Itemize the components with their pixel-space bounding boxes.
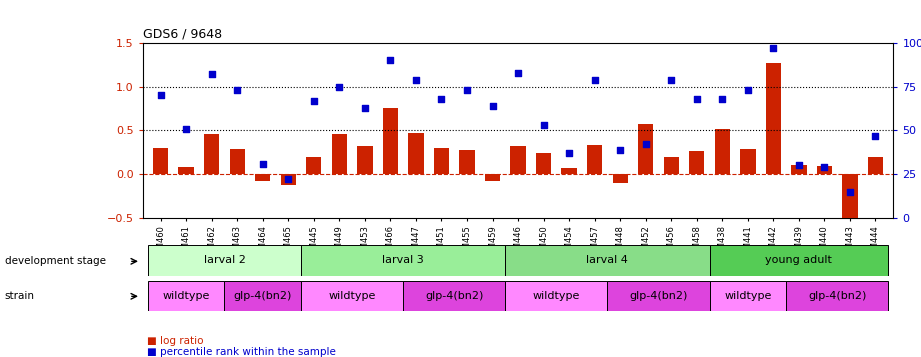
- Bar: [484, 174, 500, 181]
- Bar: [817, 166, 832, 174]
- Point: [766, 45, 781, 51]
- Text: glp-4(bn2): glp-4(bn2): [808, 291, 867, 301]
- Point: [332, 84, 346, 89]
- Bar: [301, 245, 506, 276]
- Text: glp-4(bn2): glp-4(bn2): [629, 291, 688, 301]
- Text: GDS6 / 9648: GDS6 / 9648: [143, 27, 222, 40]
- Bar: [638, 124, 653, 174]
- Point: [383, 57, 398, 63]
- Text: young adult: young adult: [765, 255, 833, 266]
- Bar: [332, 134, 347, 174]
- Point: [230, 87, 245, 93]
- Bar: [689, 151, 705, 174]
- Point: [843, 188, 857, 194]
- Text: wildtype: wildtype: [162, 291, 210, 301]
- Bar: [204, 134, 219, 174]
- Bar: [791, 165, 807, 174]
- Bar: [536, 153, 552, 174]
- Bar: [383, 109, 398, 174]
- Point: [690, 96, 705, 102]
- Point: [204, 71, 219, 77]
- Bar: [506, 281, 608, 311]
- Bar: [460, 150, 474, 174]
- Point: [664, 77, 679, 82]
- Bar: [562, 168, 577, 174]
- Bar: [301, 281, 403, 311]
- Bar: [153, 148, 169, 174]
- Bar: [434, 148, 449, 174]
- Bar: [843, 174, 857, 224]
- Point: [588, 77, 602, 82]
- Bar: [281, 174, 296, 185]
- Text: development stage: development stage: [5, 256, 106, 266]
- Bar: [148, 281, 225, 311]
- Point: [179, 126, 193, 131]
- Text: strain: strain: [5, 291, 35, 301]
- Text: wildtype: wildtype: [329, 291, 376, 301]
- Point: [511, 70, 526, 75]
- Bar: [408, 133, 424, 174]
- Point: [409, 77, 424, 82]
- Bar: [179, 167, 193, 174]
- Text: larval 2: larval 2: [204, 255, 245, 266]
- Point: [638, 141, 653, 147]
- Text: glp-4(bn2): glp-4(bn2): [234, 291, 292, 301]
- Point: [434, 96, 449, 102]
- Bar: [225, 281, 301, 311]
- Text: larval 3: larval 3: [382, 255, 424, 266]
- Bar: [715, 129, 730, 174]
- Point: [715, 96, 729, 102]
- Text: ■ percentile rank within the sample: ■ percentile rank within the sample: [147, 347, 336, 357]
- Point: [485, 103, 500, 109]
- Bar: [709, 281, 787, 311]
- Bar: [612, 174, 628, 183]
- Bar: [510, 146, 526, 174]
- Point: [460, 87, 474, 93]
- Bar: [608, 281, 709, 311]
- Point: [869, 133, 883, 139]
- Bar: [787, 281, 888, 311]
- Bar: [306, 156, 321, 174]
- Text: wildtype: wildtype: [724, 291, 772, 301]
- Point: [255, 161, 270, 166]
- Bar: [357, 146, 372, 174]
- Bar: [403, 281, 506, 311]
- Text: larval 4: larval 4: [587, 255, 628, 266]
- Point: [817, 164, 832, 170]
- Point: [612, 147, 627, 152]
- Point: [153, 92, 168, 98]
- Bar: [148, 245, 301, 276]
- Bar: [740, 149, 755, 174]
- Point: [536, 122, 551, 128]
- Point: [307, 98, 321, 104]
- Point: [791, 162, 806, 168]
- Text: wildtype: wildtype: [532, 291, 580, 301]
- Bar: [765, 63, 781, 174]
- Text: glp-4(bn2): glp-4(bn2): [426, 291, 484, 301]
- Bar: [664, 156, 679, 174]
- Point: [357, 105, 372, 110]
- Bar: [229, 149, 245, 174]
- Bar: [587, 145, 602, 174]
- Bar: [868, 156, 883, 174]
- Bar: [709, 245, 888, 276]
- Point: [562, 150, 577, 156]
- Point: [281, 176, 296, 182]
- Point: [740, 87, 755, 93]
- Bar: [255, 174, 271, 181]
- Bar: [506, 245, 709, 276]
- Text: ■ log ratio: ■ log ratio: [147, 336, 204, 346]
